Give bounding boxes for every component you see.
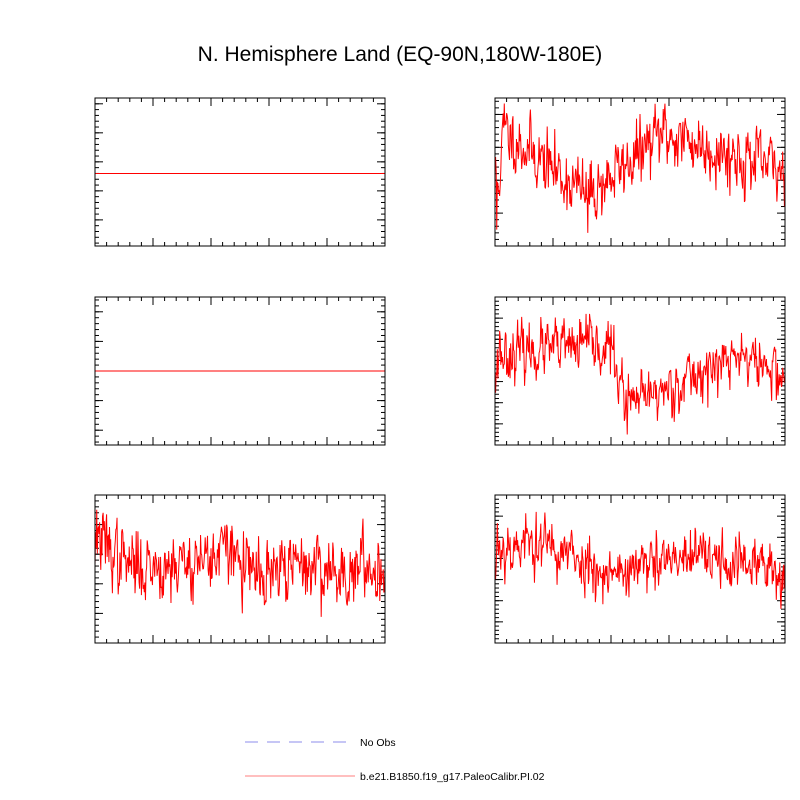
panel-1 <box>494 97 786 247</box>
panel-0 <box>94 97 386 247</box>
panel-2 <box>94 296 386 446</box>
legend-label-model: b.e21.B1850.f19_g17.PaleoCalibr.PI.02 <box>360 771 545 783</box>
plot-frame <box>494 494 786 644</box>
figure-title: N. Hemisphere Land (EQ-90N,180W-180E) <box>198 43 603 66</box>
panels <box>94 97 786 644</box>
series-line-0 <box>494 511 786 609</box>
legend: No Obs b.e21.B1850.f19_g17.PaleoCalibr.P… <box>245 737 545 783</box>
series-line-0 <box>494 313 786 435</box>
series-line-0 <box>494 103 786 233</box>
legend-label-no-obs: No Obs <box>360 737 396 749</box>
plot-frame <box>494 296 786 446</box>
series-line-0 <box>94 509 386 617</box>
plot-frame <box>94 296 386 446</box>
panel-3 <box>494 296 786 446</box>
plot-frame <box>94 494 386 644</box>
panel-4 <box>94 494 386 644</box>
plot-frame <box>494 97 786 247</box>
panel-5 <box>494 494 786 644</box>
plot-frame <box>94 97 386 247</box>
